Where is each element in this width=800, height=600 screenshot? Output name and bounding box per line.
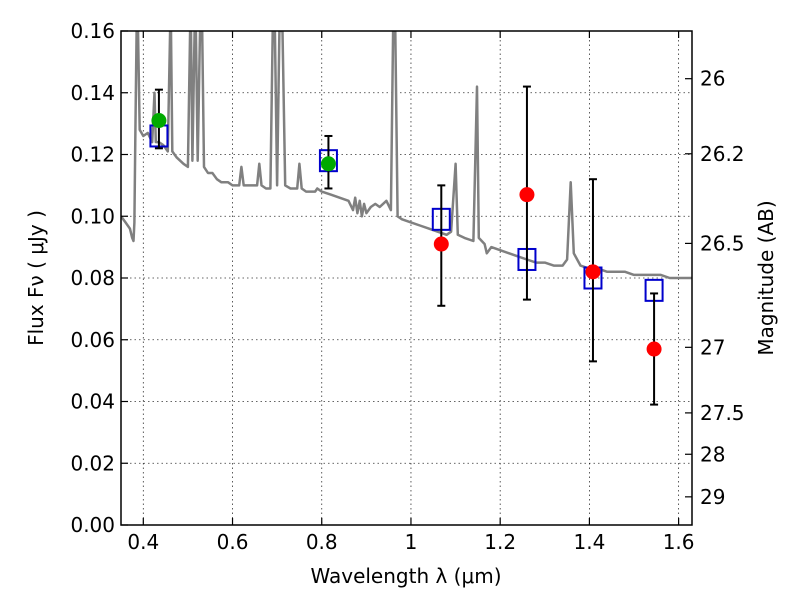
data-point-0 bbox=[151, 113, 167, 129]
observation-1 bbox=[320, 134, 336, 190]
y-tick-label-0: 0.00 bbox=[70, 513, 115, 537]
y-tick-label-1: 0.02 bbox=[70, 451, 115, 475]
y-axis-label: Flux Fν ( μJy ) bbox=[24, 210, 48, 346]
observation-2 bbox=[433, 184, 449, 307]
y2-tick-label-6: 29 bbox=[700, 485, 725, 509]
y2-tick-label-4: 27.5 bbox=[700, 401, 745, 425]
observation-3 bbox=[519, 85, 535, 301]
x-tick-label-3: 1 bbox=[405, 530, 418, 554]
y-tick-label-6: 0.12 bbox=[70, 143, 115, 167]
data-point-2 bbox=[433, 236, 449, 252]
y-tick-label-8: 0.16 bbox=[70, 19, 115, 43]
axes-layer: 0.4 0.6 0.8 1 1.2 1.4 1.6 0.00 0.02 0.04 0.06 0.08 0… bbox=[70, 19, 744, 554]
y-tick-label-3: 0.06 bbox=[70, 328, 115, 352]
sed-model-line bbox=[121, 31, 692, 280]
y-tick-label-2: 0.04 bbox=[70, 390, 115, 414]
y2-tick-label-2: 26.5 bbox=[700, 231, 745, 255]
y2-tick-label-0: 26 bbox=[700, 67, 725, 91]
y2-tick-label-3: 27 bbox=[700, 335, 725, 359]
data-point-4 bbox=[585, 264, 601, 280]
x-axis-label: Wavelength λ (μm) bbox=[310, 564, 501, 588]
plot-area bbox=[121, 31, 692, 406]
observation-0 bbox=[151, 88, 167, 150]
y2-tick-label-1: 26.2 bbox=[700, 142, 745, 166]
y2-tick-label-5: 28 bbox=[700, 442, 725, 466]
data-point-1 bbox=[320, 156, 336, 172]
x-tick-label-1: 0.6 bbox=[217, 530, 249, 554]
x-tick-label-5: 1.4 bbox=[573, 530, 605, 554]
data-point-3 bbox=[519, 187, 535, 203]
x-tick-label-0: 0.4 bbox=[127, 530, 159, 554]
plot-clipped bbox=[121, 31, 692, 280]
y-tick-label-4: 0.08 bbox=[70, 266, 115, 290]
observation-4 bbox=[585, 178, 601, 363]
y-tick-label-5: 0.10 bbox=[70, 204, 115, 228]
y-tick-label-7: 0.14 bbox=[70, 81, 115, 105]
x-tick-label-4: 1.2 bbox=[484, 530, 516, 554]
x-tick-label-2: 0.8 bbox=[306, 530, 338, 554]
data-point-5 bbox=[646, 341, 662, 357]
x-tick-label-6: 1.6 bbox=[663, 530, 695, 554]
observation-5 bbox=[646, 292, 662, 406]
y2-axis-label: Magnitude (AB) bbox=[754, 200, 778, 355]
grid-layer bbox=[121, 31, 692, 525]
